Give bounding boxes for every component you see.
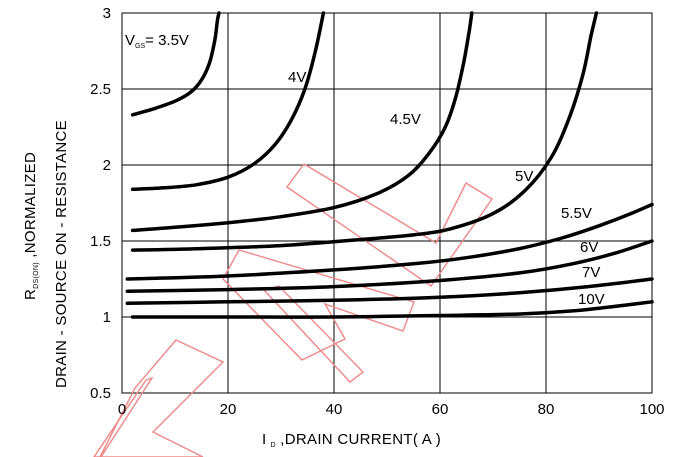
watermark-shape	[222, 249, 415, 361]
y-tick-label: 1.5	[90, 233, 111, 250]
watermark-shape	[286, 163, 493, 287]
curve-4v	[130, 11, 326, 192]
curve-label: 7V	[582, 264, 600, 281]
x-tick-labels: 0 20 40 60 80 100	[118, 401, 665, 418]
y-tick-label: 3	[103, 5, 111, 22]
curve-label: 4V	[288, 69, 306, 86]
curves	[125, 11, 654, 319]
curve-5.5v	[125, 202, 654, 281]
curve-label: 6V	[580, 239, 598, 256]
watermark-logo	[93, 163, 493, 457]
curve-label: 4.5V	[390, 111, 421, 128]
chart-grid	[121, 12, 653, 394]
watermark-shape	[93, 376, 154, 457]
x-tick-label: 40	[326, 401, 343, 418]
y-tick-labels: 0.5 1 1.5 2 2.5 3	[90, 5, 111, 402]
curve-label: VGS= 3.5V	[125, 32, 189, 50]
x-tick-label: 80	[538, 401, 555, 418]
curve-7v	[125, 277, 654, 306]
curve-6v	[125, 239, 654, 293]
curve-label: 10V	[578, 291, 605, 308]
y-axis-title-line1: RDS(ON) ,NORMALIZED	[22, 152, 40, 300]
x-tick-label: 100	[639, 401, 664, 418]
curve-labels: VGS= 3.5V 4V 4.5V 5V 5.5V 6V 7V 10V	[125, 32, 605, 308]
y-tick-label: 0.5	[90, 385, 111, 402]
y-axis-title-line2: DRAIN - SOURCE ON - RESISTANCE	[53, 120, 70, 388]
curve-label: 5.5V	[561, 205, 592, 222]
curve-label: 5V	[515, 168, 533, 185]
curve-4.5v	[130, 11, 474, 233]
y-tick-label: 2	[103, 157, 111, 174]
plot-frame	[121, 12, 653, 394]
curve-5v	[130, 11, 599, 252]
watermark-shape	[99, 339, 225, 457]
curve-10v	[130, 300, 654, 319]
x-tick-label: 20	[220, 401, 237, 418]
y-tick-label: 2.5	[90, 81, 111, 98]
x-tick-label: 0	[118, 401, 126, 418]
x-tick-label: 60	[432, 401, 449, 418]
curve-vgs3.5v	[130, 11, 221, 117]
y-tick-label: 1	[103, 309, 111, 326]
